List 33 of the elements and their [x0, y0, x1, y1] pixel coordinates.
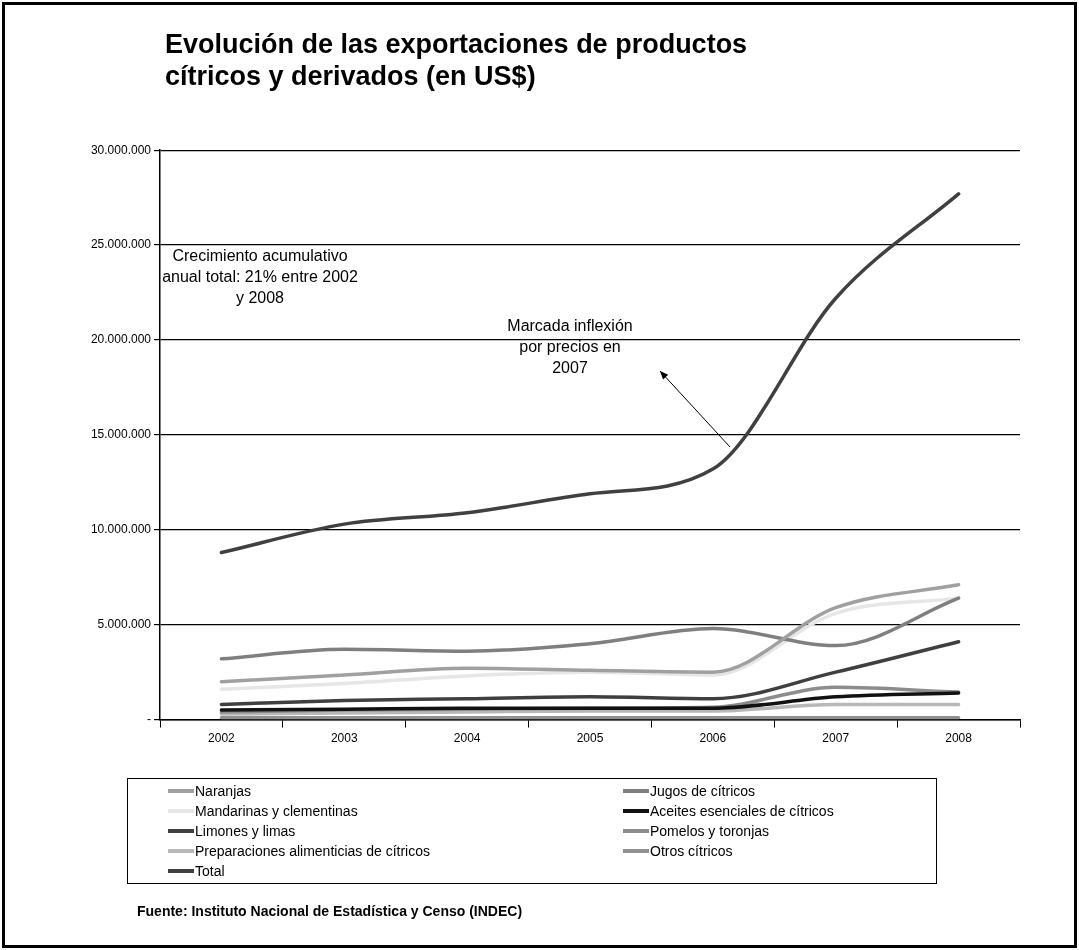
line-series — [219, 640, 961, 707]
annotation: Marcada inflexión por precios en 2007 — [506, 316, 634, 378]
legend-label: Limones y limas — [195, 823, 296, 839]
x-tick-label: 2004 — [453, 731, 481, 746]
line-series — [219, 702, 961, 716]
line-series — [219, 583, 961, 684]
x-tick-label: 2006 — [699, 731, 727, 746]
legend-label: Mandarinas y clementinas — [195, 803, 358, 819]
y-tick-label: 30.000.000 — [90, 142, 152, 157]
legend-label: Aceites esenciales de cítricos — [650, 803, 834, 819]
y-tick-label: 25.000.000 — [90, 237, 152, 252]
x-tick-label: 2008 — [945, 731, 973, 746]
y-tick-label: 5.000.000 — [97, 617, 152, 632]
y-tick-label: 15.000.000 — [90, 427, 152, 442]
x-tick-label: 2005 — [576, 731, 604, 746]
legend-label: Naranjas — [195, 783, 252, 799]
y-tick-label: - — [147, 711, 151, 726]
legend-label: Preparaciones alimenticias de cítricos — [195, 843, 430, 859]
line-series — [219, 596, 961, 691]
x-tick-label: 2007 — [822, 731, 850, 746]
annotation: Crecimiento acumulativo anual total: 21% entre 2002 y 2008 — [161, 246, 359, 308]
legend-label: Total — [195, 863, 225, 879]
y-tick-label: 10.000.000 — [90, 522, 152, 537]
x-tick-label: 2002 — [208, 731, 236, 746]
line-series — [219, 596, 961, 661]
x-tick-label: 2003 — [330, 731, 358, 746]
source-note: Fuente: Instituto Nacional de Estadística y Censo (INDEC) — [137, 903, 523, 919]
legend-label: Pomelos y toronjas — [650, 823, 770, 839]
line-series — [219, 691, 961, 712]
legend-label: Jugos de cítricos — [650, 783, 756, 799]
y-tick-label: 20.000.000 — [90, 332, 152, 347]
chart-title: Evolución de las exportaciones de productos cítricos y derivados (en US$) — [165, 28, 749, 92]
legend-label: Otros cítricos — [650, 843, 733, 859]
